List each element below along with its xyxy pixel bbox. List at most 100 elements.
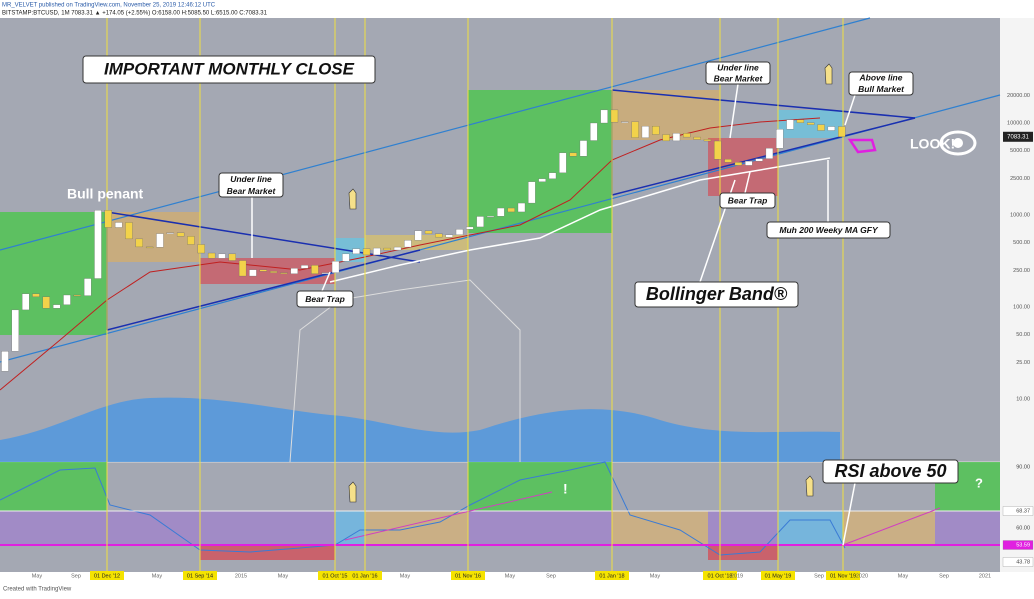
annotation-box <box>766 221 891 239</box>
date-label-bg <box>761 571 795 580</box>
price-axis <box>1000 18 1034 572</box>
time-label: 2019 <box>731 573 743 579</box>
time-label: May <box>898 573 909 579</box>
hand-icon <box>805 475 814 497</box>
price-tick-label: 20000.00 <box>1007 93 1030 99</box>
annotation-box <box>848 71 914 96</box>
candle <box>249 269 257 277</box>
candle <box>73 294 81 297</box>
candle <box>672 133 681 142</box>
volume-ma <box>0 397 840 462</box>
candle <box>683 133 691 138</box>
candle <box>455 229 464 235</box>
candle <box>156 233 164 248</box>
candle <box>42 296 50 309</box>
candle <box>538 178 546 182</box>
candle <box>714 140 722 160</box>
candle <box>135 238 143 248</box>
annotation-box <box>296 290 354 308</box>
date-label-bg <box>595 571 629 580</box>
symbol-line: BITSTAMP:BTCUSD, 1M 7083.31 ▲ +174.05 (+… <box>2 11 268 17</box>
candle <box>631 121 639 138</box>
candle <box>11 309 19 352</box>
candle <box>569 152 577 157</box>
time-label: Sep <box>814 573 824 579</box>
candle <box>796 119 805 123</box>
candle <box>362 248 371 256</box>
rsi-tick-label: 60.00 <box>1016 525 1030 531</box>
candle <box>807 122 815 125</box>
candle <box>176 232 185 237</box>
candle <box>259 269 267 272</box>
candle <box>404 240 412 248</box>
candle <box>528 181 536 204</box>
pointer <box>321 271 331 292</box>
candle <box>352 248 360 255</box>
time-label: Sep <box>71 573 81 579</box>
annotation: IMPORTANT MONTHLY CLOSE <box>104 59 355 78</box>
price-tick-label: 25.00 <box>1016 360 1030 366</box>
rsi-tick-label: 53.59 <box>1016 542 1030 548</box>
annotation: Above line <box>859 73 903 83</box>
pointer <box>729 83 739 139</box>
candle <box>104 210 112 228</box>
annotation: Bull Market <box>858 84 905 94</box>
annotation: Bear Market <box>227 186 277 196</box>
candle <box>734 162 743 166</box>
time-label: 2015 <box>235 573 247 579</box>
candle <box>22 293 30 311</box>
hand-icon <box>824 63 833 85</box>
candle <box>424 230 433 234</box>
date-label: 01 Nov '19 <box>830 573 856 579</box>
zone <box>335 511 365 545</box>
annotation: Under line <box>717 62 759 72</box>
candle <box>32 293 40 297</box>
zone <box>612 90 720 140</box>
price-tick-label: 250.00 <box>1013 268 1030 274</box>
candle <box>342 253 350 262</box>
zone <box>0 462 107 511</box>
candle <box>445 234 453 238</box>
candle <box>94 210 102 279</box>
annotation: Under line <box>230 174 272 184</box>
annotation: LOOK! <box>910 136 955 152</box>
time-label: 2021 <box>979 573 991 579</box>
annotation: ! <box>563 481 568 497</box>
date-label: 01 Dec '12 <box>94 573 120 579</box>
candle <box>300 265 309 269</box>
candle <box>269 271 278 273</box>
candle <box>559 152 567 173</box>
rsi-tick-label: 68.37 <box>1016 508 1030 514</box>
time-label: May <box>152 573 163 579</box>
candle <box>63 294 71 305</box>
rsi-label-bg <box>1002 557 1034 567</box>
annotation: RSI above 50 <box>834 461 946 481</box>
rsi-label-bg <box>1002 540 1034 550</box>
candle <box>507 207 515 213</box>
time-label: Sep <box>939 573 949 579</box>
candle <box>579 140 588 157</box>
hand-icon <box>348 188 357 210</box>
date-label: 01 Nov '16 <box>455 573 481 579</box>
candle <box>476 216 484 228</box>
trend-line <box>611 117 916 196</box>
date-label: 01 Sep '14 <box>187 573 213 579</box>
annotation-box <box>705 61 771 85</box>
candle <box>703 139 712 142</box>
zone <box>468 462 612 511</box>
candle <box>621 121 629 123</box>
candle <box>548 172 557 179</box>
zone <box>365 235 468 250</box>
zone <box>612 511 708 545</box>
candle <box>466 226 474 230</box>
date-label: 01 Jan '16 <box>352 573 377 579</box>
candle <box>724 159 732 163</box>
date-label-bg <box>826 571 860 580</box>
annotation: Bear Market <box>714 73 764 83</box>
price-tick-label: 50.00 <box>1016 332 1030 338</box>
author-line: MR_VELVET published on TradingView.com, … <box>2 3 216 9</box>
date-label: 01 Oct '18 <box>708 573 733 579</box>
pointer <box>844 94 856 126</box>
candle <box>197 244 205 254</box>
